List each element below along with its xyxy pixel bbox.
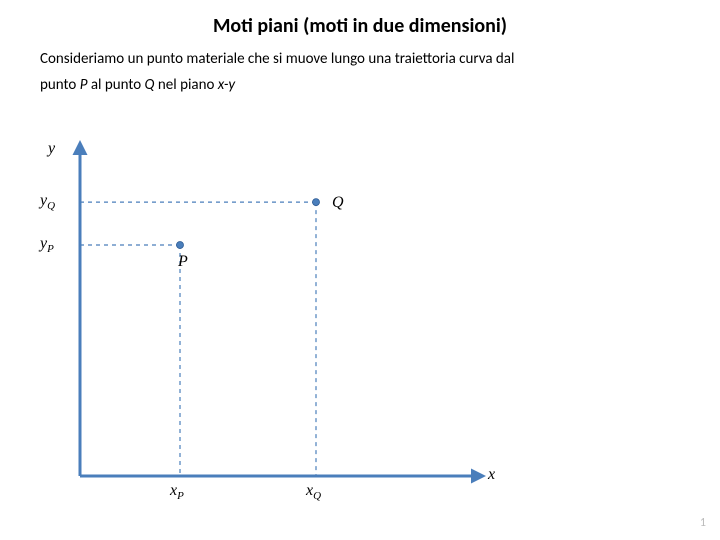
y-tick-label: yP: [40, 235, 54, 255]
page-number: 1: [700, 516, 706, 530]
label-main: Q: [332, 194, 344, 211]
xy-plane-diagram: y x yQ yP xP xQ P Q: [20, 116, 540, 516]
data-point-P: [177, 242, 184, 249]
text-fragment: punto: [40, 76, 80, 94]
x-axis-label: x: [488, 466, 495, 484]
body-text-line-1: Consideriamo un punto materiale che si m…: [40, 50, 514, 68]
label-main: y: [48, 140, 55, 157]
x-tick-label: xP: [170, 482, 184, 502]
text-fragment: nel piano: [155, 76, 218, 94]
text-fragment: al punto: [87, 76, 144, 94]
label-main: P: [178, 253, 188, 270]
point-label-Q: Q: [332, 194, 344, 212]
x-tick-label: xQ: [306, 482, 321, 502]
slide-page: Moti piani (moti in due dimensioni) Cons…: [0, 0, 720, 540]
y-axis-label: y: [48, 140, 55, 158]
slide-title: Moti piani (moti in due dimensioni): [0, 14, 720, 38]
point-name-Q: Q: [145, 76, 155, 94]
label-subscript: P: [47, 243, 54, 255]
label-subscript: Q: [313, 490, 321, 502]
point-label-P: P: [178, 253, 188, 271]
data-point-Q: [313, 199, 320, 206]
y-tick-label: yQ: [40, 192, 55, 212]
label-main: x: [488, 466, 495, 483]
label-subscript: Q: [47, 200, 55, 212]
body-text-line-2: punto P al punto Q nel piano x-y: [40, 76, 235, 94]
chart-svg: [20, 116, 540, 516]
label-subscript: P: [177, 490, 184, 502]
plane-xy: x-y: [218, 76, 235, 94]
